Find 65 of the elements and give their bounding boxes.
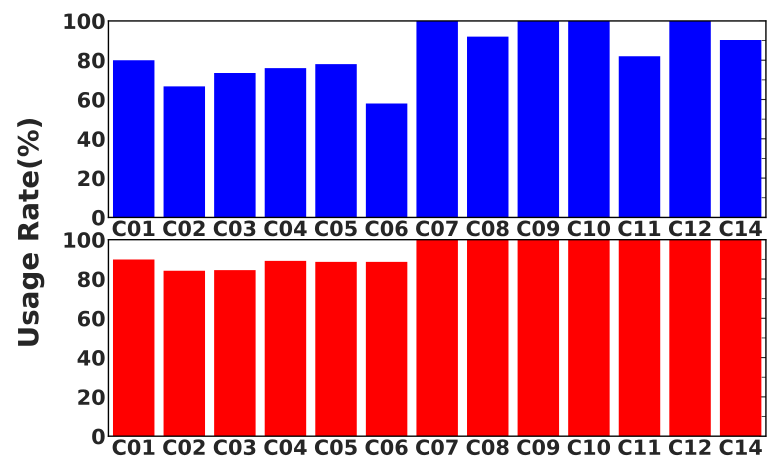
bar <box>214 72 256 218</box>
bar <box>164 86 206 218</box>
x-tick-label: C09 <box>517 220 560 236</box>
bar <box>518 240 560 436</box>
bar <box>669 20 711 218</box>
x-tick-label: C05 <box>314 220 357 236</box>
y-axis-title: Usage Rate(%) <box>17 119 44 346</box>
bar <box>416 20 458 218</box>
bar <box>366 103 408 218</box>
x-tick-label: C04 <box>264 439 307 456</box>
y-tick-label: 20 <box>78 170 105 186</box>
bar <box>618 240 660 436</box>
x-tick-label: C08 <box>466 220 509 236</box>
y-tick-label: 100 <box>64 232 105 248</box>
y-tick-label: 0 <box>92 428 105 444</box>
x-tick-label: C01 <box>112 439 154 456</box>
x-tick-label: C01 <box>112 220 154 236</box>
x-tick-label: C12 <box>668 220 710 236</box>
bar <box>720 40 762 218</box>
x-tick-label: C02 <box>163 220 205 236</box>
y-tick-label: 0 <box>92 210 105 226</box>
x-tick-label: C08 <box>466 439 509 456</box>
x-tick-label: C06 <box>366 439 408 456</box>
bar <box>264 260 306 436</box>
bar <box>518 20 560 218</box>
x-tick-label: C04 <box>264 220 307 236</box>
x-tick-label: C10 <box>568 220 610 236</box>
bar <box>568 240 610 436</box>
bar <box>164 270 206 436</box>
bar <box>467 36 508 218</box>
bar <box>618 56 660 218</box>
y-tick-label: 40 <box>78 350 105 366</box>
x-tick-label: C11 <box>618 439 660 456</box>
y-tick-label: 60 <box>78 92 105 108</box>
x-tick-label: C11 <box>618 220 660 236</box>
x-tick-label: C02 <box>163 439 205 456</box>
bar <box>467 240 508 436</box>
bar <box>112 60 154 218</box>
bar <box>214 270 256 436</box>
x-tick-label: C07 <box>416 220 458 236</box>
x-tick-label: C09 <box>517 439 560 456</box>
bar <box>112 260 154 436</box>
bar <box>315 64 357 218</box>
bar <box>366 262 408 436</box>
x-tick-label: C14 <box>720 220 762 236</box>
x-tick-label: C03 <box>214 220 256 236</box>
y-tick-label: 80 <box>78 52 105 68</box>
y-tick-label: 60 <box>78 310 105 327</box>
x-tick-label: C05 <box>314 439 357 456</box>
bar <box>416 240 458 436</box>
bar <box>720 240 762 436</box>
y-tick-label: 20 <box>78 389 105 406</box>
bar <box>315 262 357 436</box>
y-tick-label: 80 <box>78 271 105 288</box>
x-tick-label: C03 <box>214 439 256 456</box>
x-tick-label: C14 <box>720 439 762 456</box>
x-tick-label: C07 <box>416 439 458 456</box>
x-tick-label: C12 <box>668 439 710 456</box>
y-tick-label: 100 <box>64 13 105 30</box>
bar <box>568 20 610 218</box>
bar <box>264 68 306 218</box>
bar <box>669 240 711 436</box>
y-tick-label: 40 <box>78 131 105 148</box>
x-tick-label: C06 <box>366 220 408 236</box>
x-tick-label: C10 <box>568 439 610 456</box>
